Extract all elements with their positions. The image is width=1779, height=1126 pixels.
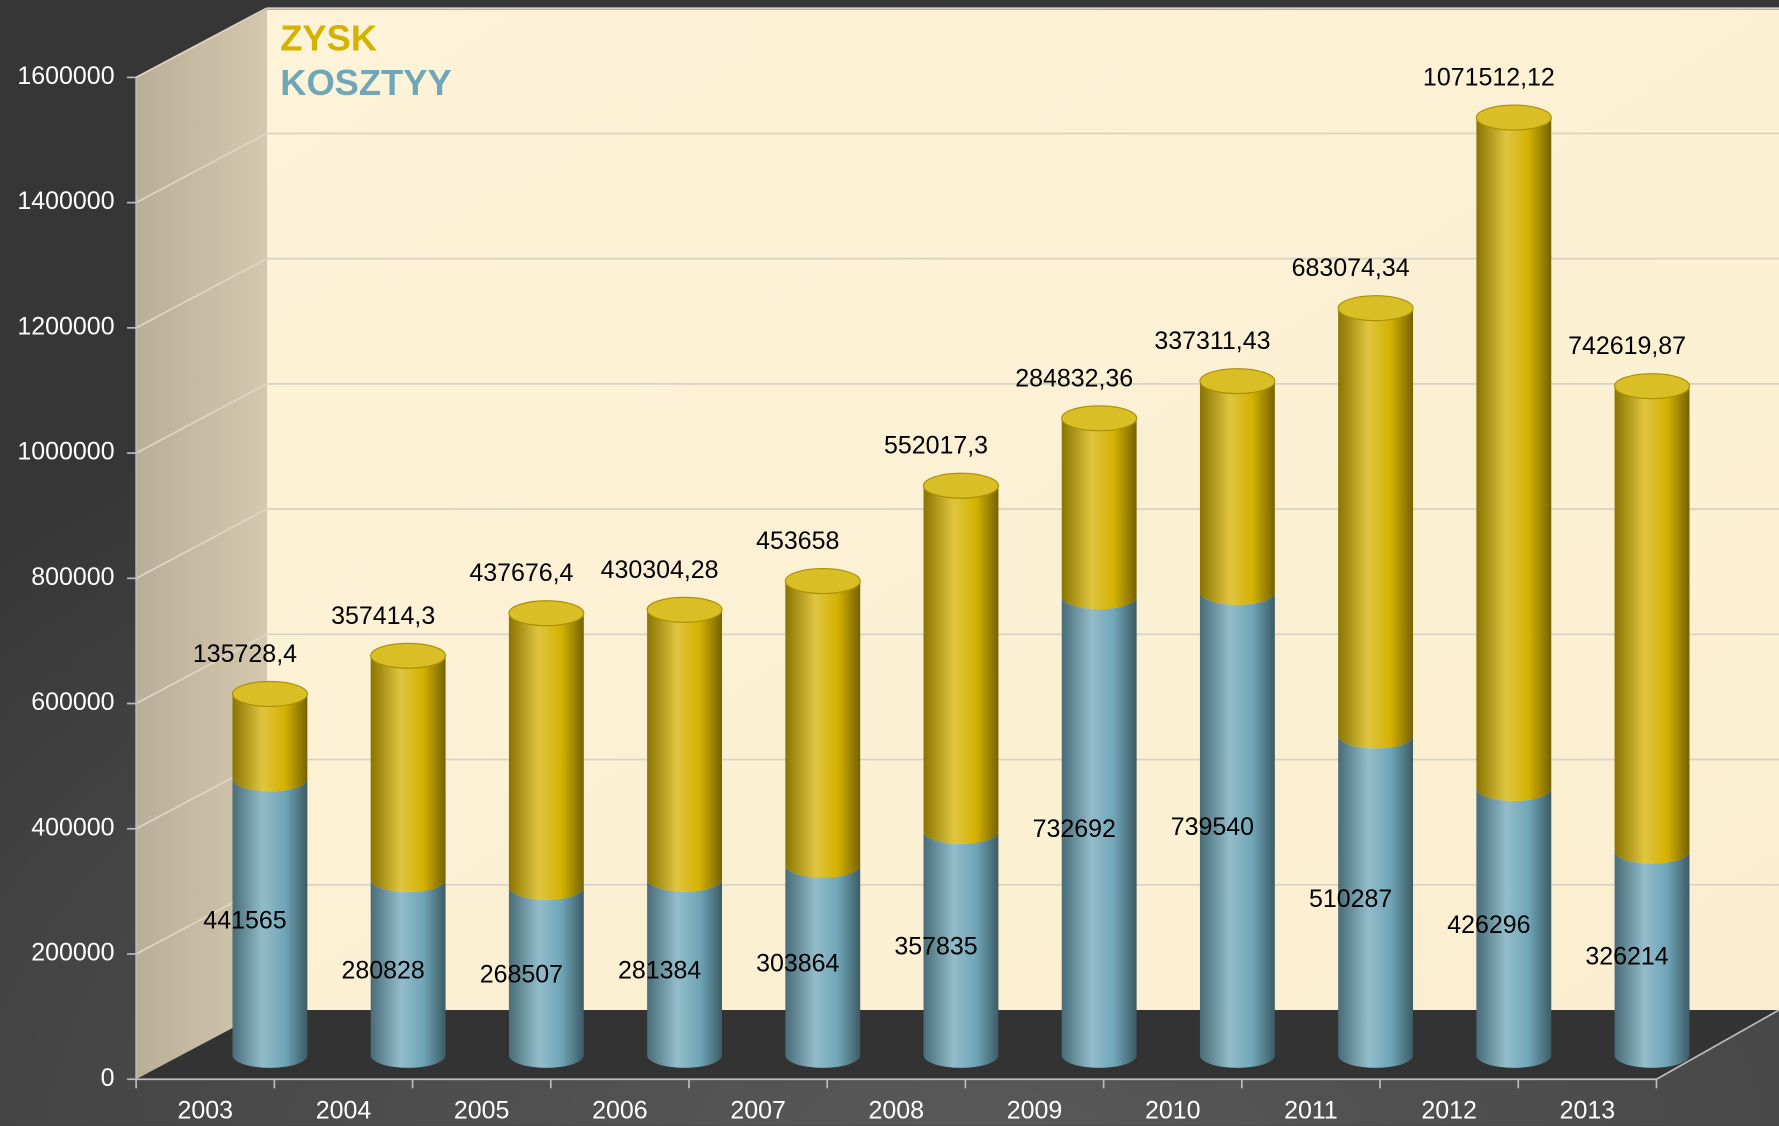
cylinder-cap (1199, 368, 1276, 395)
y-tick-label: 800000 (31, 563, 114, 591)
x-tick-label: 2005 (454, 1097, 510, 1125)
grid-line (135, 257, 268, 329)
data-label: 441565 (203, 906, 286, 934)
x-tick-label: 2009 (1007, 1097, 1063, 1125)
data-label: 510287 (1309, 885, 1392, 913)
legend-entry: KOSZTYY (280, 62, 451, 103)
cylinder-segment (785, 581, 861, 878)
cylinder-segment (370, 879, 446, 1068)
cylinder-segment (1476, 788, 1552, 1068)
cylinder-segment (647, 609, 722, 892)
y-tick-label: 1200000 (17, 312, 114, 340)
data-label: 453658 (756, 527, 839, 555)
x-tick-label: 2011 (1284, 1097, 1338, 1125)
data-label: 430304,28 (601, 556, 719, 584)
data-label: 739540 (1171, 813, 1254, 841)
data-label: 284832,36 (1015, 364, 1133, 392)
grid-line (135, 132, 268, 204)
cylinder-segment (923, 831, 999, 1068)
x-tick-label: 2007 (730, 1097, 786, 1125)
cylinder-cap (784, 568, 861, 595)
x-tick-label: 2010 (1145, 1097, 1201, 1125)
data-label: 426296 (1447, 911, 1530, 939)
cylinder-segment (232, 778, 308, 1068)
grid-line (135, 633, 268, 705)
data-label: 303864 (756, 949, 839, 977)
floor-edge (1656, 1009, 1779, 1080)
y-tick-label: 0 (101, 1064, 115, 1092)
grid-line (135, 7, 268, 79)
cylinder-segment (1338, 735, 1414, 1068)
x-tick-label: 2013 (1560, 1097, 1616, 1125)
cylinder-segment (1199, 592, 1275, 1068)
grid-line (135, 508, 268, 580)
x-tick-label: 2012 (1421, 1097, 1477, 1125)
data-label: 337311,43 (1154, 327, 1270, 355)
data-label: 1071512,12 (1423, 64, 1555, 92)
y-tick-label: 200000 (31, 939, 114, 967)
x-tick-label: 2006 (592, 1097, 648, 1125)
data-label: 732692 (1033, 815, 1116, 843)
cylinder-segment (1061, 596, 1137, 1068)
cylinder-cap (646, 596, 723, 623)
y-tick-label: 1400000 (17, 187, 114, 215)
cylinder-segment (1614, 386, 1690, 864)
cylinder-segment (923, 485, 999, 844)
cylinder-segment (1614, 851, 1690, 1068)
cylinder-segment (647, 879, 722, 1068)
data-label: 357835 (894, 933, 977, 961)
x-tick-label: 2004 (316, 1097, 372, 1125)
grid-line (135, 383, 268, 454)
data-label: 683074,34 (1292, 254, 1410, 282)
cylinder-segment (1476, 117, 1552, 801)
cylinder-cap (1475, 104, 1552, 131)
cylinder-segment (508, 613, 584, 900)
data-label: 437676,4 (469, 559, 573, 587)
cylinder-segment (1338, 308, 1414, 749)
y-tick-label: 600000 (31, 688, 114, 716)
data-label: 742619,87 (1568, 332, 1686, 360)
x-tick-label: 2003 (177, 1097, 233, 1125)
cylinder-segment (1199, 381, 1275, 605)
cylinder-segment (785, 865, 861, 1068)
cylinder-cap (508, 600, 585, 627)
cylinder-cap (231, 680, 308, 707)
cylinder-segment (370, 655, 446, 893)
data-label: 552017,3 (884, 432, 988, 460)
data-label: 135728,4 (193, 640, 297, 668)
data-label: 268507 (480, 960, 563, 988)
cylinder-segment (1061, 418, 1137, 610)
data-label: 357414,3 (331, 602, 435, 630)
y-tick-label: 400000 (31, 813, 114, 841)
cylinder-segment (232, 693, 308, 792)
data-label: 326214 (1585, 942, 1668, 970)
data-label: 280828 (342, 957, 425, 985)
legend-entry: ZYSK (280, 18, 377, 59)
data-label: 281384 (618, 956, 701, 984)
x-tick-label: 2008 (869, 1097, 925, 1125)
cylinder-cap (370, 642, 447, 669)
labels: 0 200000 400000 600000 800000 1000000 1200000 1… (17, 62, 1686, 1125)
y-tick-label: 1600000 (17, 62, 114, 90)
cylinder-segment (508, 887, 584, 1068)
cylinder-cap (1337, 295, 1414, 322)
cylinder-cap (1061, 405, 1138, 432)
cylinder-cap (1614, 373, 1691, 400)
cylinder-cap (922, 472, 999, 499)
y-tick-label: 1000000 (17, 438, 114, 466)
bars (231, 104, 1691, 1068)
